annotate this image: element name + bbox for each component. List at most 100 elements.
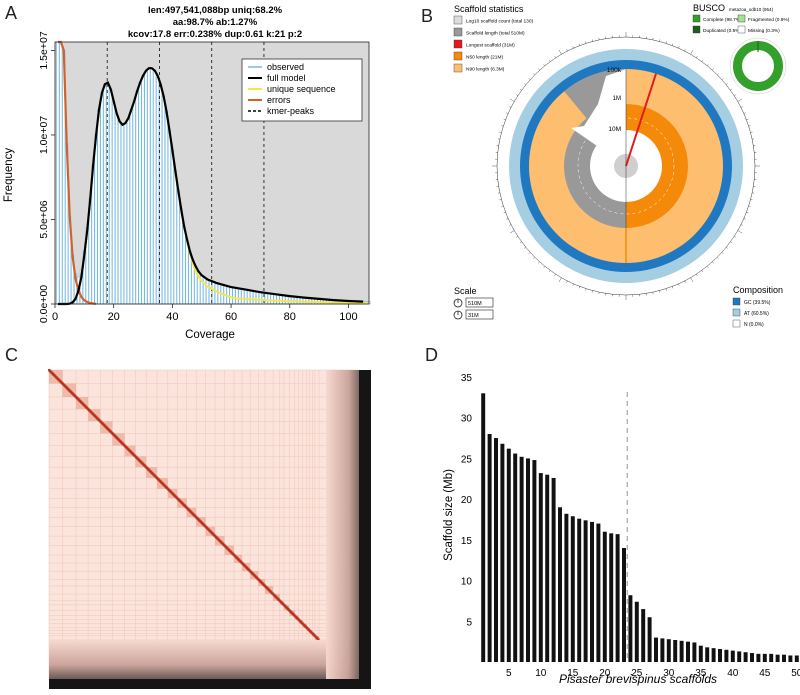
scaffold-bar [558,507,562,662]
observed-bar [59,41,63,305]
scale-tick [509,106,512,108]
scaffold-bar [570,516,575,662]
d-x-tick-label: 5 [506,668,512,679]
observed-bar [56,41,60,305]
scaffold-stats-swatch [453,39,463,49]
scale-tick [750,199,753,201]
panel-letter-b: B [421,6,434,26]
observed-bar [117,121,122,305]
scaffold-stats-swatch [453,63,463,73]
observed-bar [270,293,274,305]
scaffold-bar [692,642,697,662]
scaffold-bar [481,393,486,662]
scaffold-bar [577,518,582,662]
panel-d-scaffold-size-chart: 5 10 15 20 25 30 35 5 10 15 20 25 30 35 40 45 50 Pisaste… [443,373,800,686]
observed-bar [94,134,98,305]
observed-bar [252,290,257,305]
scale-tick [499,199,502,201]
scaffold-bar [762,653,767,662]
scale-tick [746,212,749,214]
observed-bar [123,122,127,305]
observed-bar [206,279,210,305]
scale-tick [707,64,709,66]
scaffold-bar [647,617,652,662]
observed-bar [115,112,119,305]
observed-bar [167,129,171,305]
scale-tick [524,83,526,85]
scale-tick [506,218,509,220]
observed-bar [153,70,157,305]
observed-bar [170,149,174,305]
scaffold-bar [718,648,722,662]
d-y-tick-label: 25 [461,454,473,465]
scaffold-bar [666,639,671,662]
scaffold-bar [622,548,626,662]
d-y-tick-label: 5 [466,617,472,628]
d-y-tick-label: 35 [461,373,473,384]
panel-a-kmer-chart: len:497,541,088bp uniq:68.2% aa:98.7% ab… [3,5,371,341]
scale-tick [524,247,526,249]
scaffold-bar [654,637,658,662]
scale-tick [740,224,743,226]
legend-unique-sequence: unique sequence [267,84,336,94]
legend-full-model: full model [267,73,306,83]
scaffold-bar [494,438,498,662]
scale-tick [690,49,694,55]
scaffold-bar [660,638,665,662]
scaffold-bar [500,443,505,662]
scaffold-bar [583,520,588,662]
scaffold-stats-item: N50 length (21M) [466,55,503,61]
scale-31m: 31M [468,313,479,319]
scaffold-bar [756,653,761,662]
observed-bar [285,295,289,305]
scaffold-bar [538,473,543,662]
scaffold-stats-title: Scaffold statistics [454,4,524,14]
d-x-tick-label: 15 [567,668,579,679]
scale-tick [737,230,743,234]
stats-line-2: aa:98.7% ab:1.27% [173,17,258,28]
scale-tick [572,283,574,286]
scaffold-bar [609,533,614,662]
errors-line [57,40,97,305]
composition-n: N (0.0%) [744,322,764,328]
scale-tick [538,261,540,264]
scaffold-bar [794,655,799,662]
observed-bar [276,294,280,305]
x-tick-label: 100 [339,311,357,323]
x-tick-label: 80 [284,311,296,323]
busco-fragmented: Fragmented (0.9%) [748,17,790,23]
x-axis-label: Coverage [185,329,235,341]
observed-bar [97,109,101,305]
scaffold-bar [545,474,550,662]
scale-tick [509,224,512,226]
radial-label-10m: 10M [608,126,621,133]
observed-bar [273,293,277,305]
observed-bar [255,291,259,305]
observed-bar [112,100,116,305]
observed-bar [126,117,130,305]
scale-tick [726,247,728,249]
busco-missing: Missing (0.3%) [748,28,780,34]
observed-bar [185,239,189,305]
scale-tick [707,266,709,268]
scaffold-bar [679,640,684,662]
d-x-tick-label: 35 [695,668,707,679]
composition-legend: GC (39.5%) AT (60.5%) N (0.0%) [732,297,771,328]
panel-c-hic-contact-map [48,369,371,689]
scale-tick [503,118,506,120]
observed-bar [103,83,107,305]
scale-tick [533,257,535,259]
x-tick-label: 40 [166,311,178,323]
y-tick-label: 1.0e+07 [38,116,50,154]
scale-tick [543,266,545,268]
scaffold-stats-swatch [453,51,463,61]
scaffold-bar [526,458,530,662]
busco-donut [729,37,787,95]
observed-bar [135,90,139,305]
busco-title: BUSCO [693,3,725,13]
scale-tick [533,73,535,75]
observed-bar [162,95,166,305]
scale-tick [554,56,556,58]
scale-tick [665,41,667,44]
scale-tick [717,257,719,259]
